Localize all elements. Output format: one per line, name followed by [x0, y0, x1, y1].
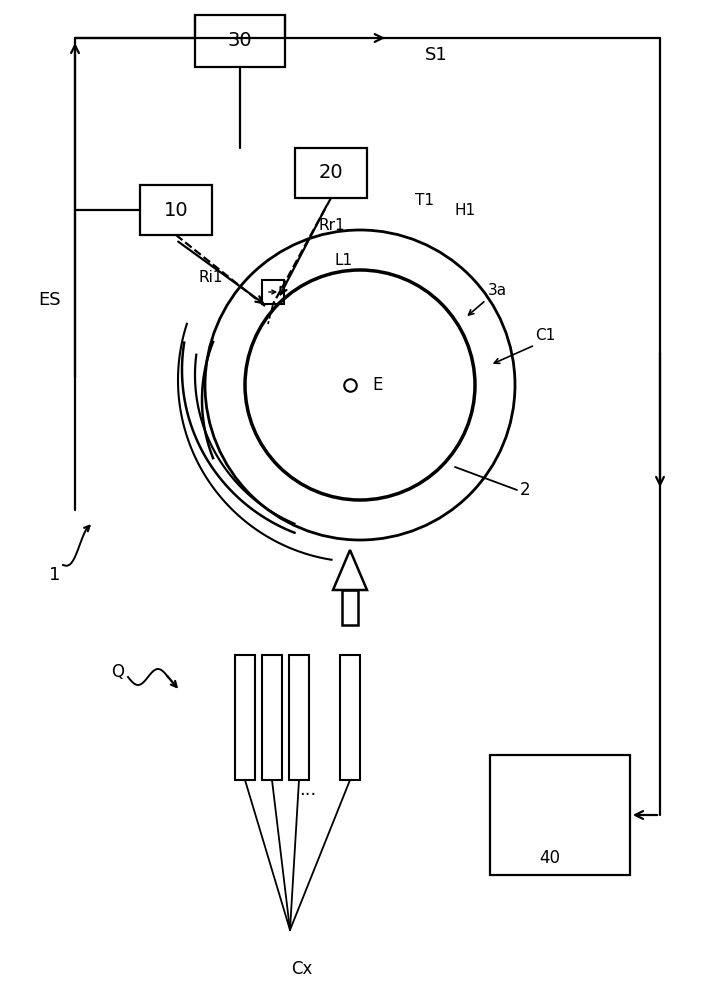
Text: ES: ES	[38, 291, 61, 309]
Bar	[262, 655, 282, 780]
Text: H1: H1	[455, 203, 476, 218]
Text: S1: S1	[425, 46, 448, 64]
Text: Rr1: Rr1	[318, 218, 344, 232]
Text: T1: T1	[415, 193, 434, 208]
Bar	[295, 148, 367, 198]
Text: Cx: Cx	[291, 960, 312, 978]
Text: Q: Q	[112, 663, 124, 681]
Text: 3a: 3a	[488, 283, 507, 298]
Bar	[340, 655, 360, 780]
Bar	[235, 655, 255, 780]
Text: C1: C1	[535, 328, 555, 343]
Text: Ri1: Ri1	[198, 270, 223, 286]
Text: E: E	[372, 376, 382, 394]
Text: 2: 2	[520, 481, 531, 499]
Text: 20: 20	[319, 163, 344, 182]
Text: 30: 30	[228, 31, 252, 50]
Text: ...: ...	[299, 781, 317, 799]
Bar	[289, 655, 309, 780]
Bar	[195, 15, 285, 67]
Bar	[490, 755, 630, 875]
Text: 40: 40	[539, 849, 561, 867]
Text: L1: L1	[335, 253, 353, 268]
Bar	[262, 280, 284, 304]
Bar	[140, 185, 212, 235]
Text: 10: 10	[164, 200, 188, 220]
Text: 1: 1	[49, 566, 61, 584]
Bar	[342, 590, 358, 625]
